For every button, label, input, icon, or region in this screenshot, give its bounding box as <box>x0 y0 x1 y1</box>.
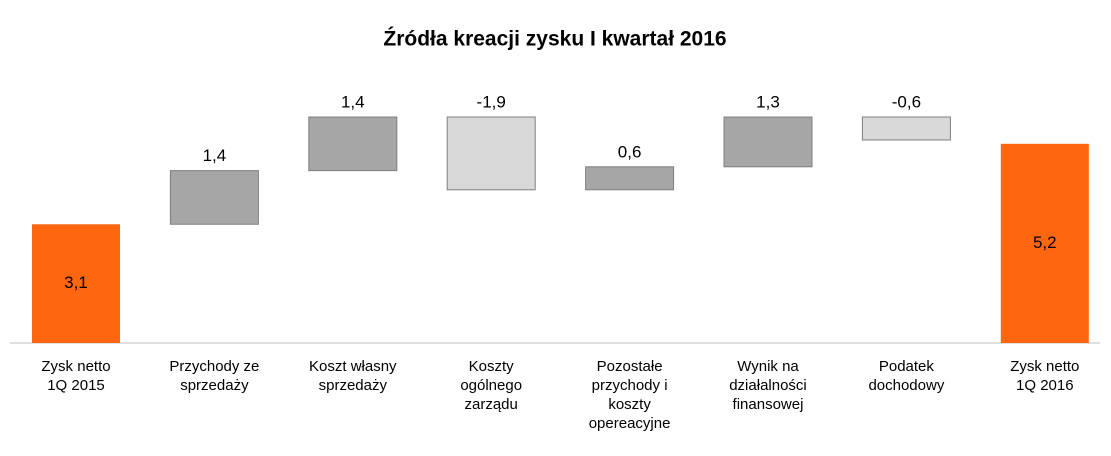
bar <box>585 166 675 191</box>
x-tick-label: Podatek dochodowy <box>868 358 945 394</box>
data-label: 1,3 <box>756 92 780 111</box>
bar <box>446 116 536 191</box>
bar <box>723 116 813 168</box>
x-tick-label: Zysk netto 1Q 2016 <box>1010 358 1080 394</box>
x-tick-label: Koszty ogólnego zarządu <box>460 358 523 413</box>
bar <box>308 116 398 172</box>
x-tick-label: Zysk netto 1Q 2015 <box>41 358 111 394</box>
data-label: 1,4 <box>341 92 365 111</box>
data-label: 1,4 <box>203 146 227 165</box>
data-label: -0,6 <box>892 92 921 111</box>
chart-title: Źródła kreacji zysku I kwartał 2016 <box>383 28 726 51</box>
x-tick-label: Koszt własny sprzedaży <box>309 358 397 394</box>
bar <box>169 170 259 225</box>
data-label: 0,6 <box>618 142 642 161</box>
bar <box>32 224 120 343</box>
x-tick-label: Pozostałe przychody i koszty opereacyjne <box>588 358 671 432</box>
data-label: 5,2 <box>1033 233 1057 252</box>
bar <box>861 116 951 141</box>
bar <box>1000 143 1089 343</box>
data-label: -1,9 <box>477 92 506 111</box>
data-label: 3,1 <box>64 273 88 292</box>
x-tick-label: Przychody ze sprzedaży <box>169 358 260 394</box>
x-tick-label: Wynik na działalności finansowej <box>729 358 807 413</box>
